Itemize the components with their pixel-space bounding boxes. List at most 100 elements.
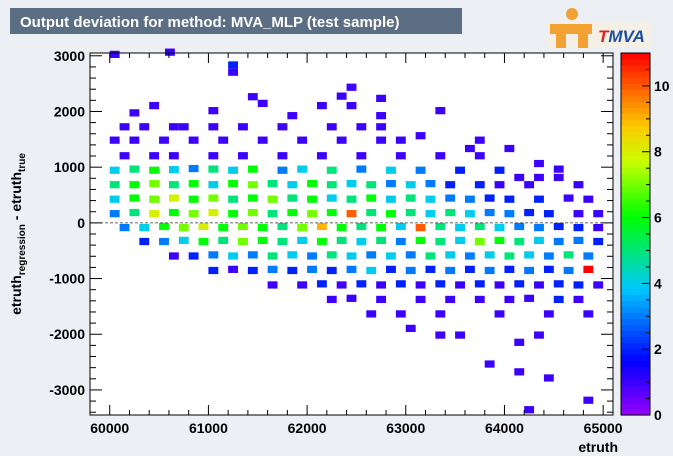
color-scale-segment	[621, 384, 650, 392]
heatmap-cell	[435, 222, 446, 231]
heatmap-cell	[583, 265, 594, 273]
heatmap-cell	[405, 324, 416, 333]
heatmap-cell	[228, 166, 239, 174]
heatmap-cell	[474, 280, 485, 288]
color-scale-segment	[621, 149, 650, 157]
heatmap-cell	[534, 195, 544, 203]
heatmap-cell	[455, 166, 465, 174]
heatmap-cell	[514, 280, 525, 288]
color-scale-segment	[621, 396, 650, 404]
heatmap-cell	[326, 208, 337, 217]
heatmap-cell	[415, 166, 426, 174]
heatmap-cell	[543, 252, 554, 260]
heatmap-cell	[514, 222, 525, 231]
x-tick-label: 62000	[288, 420, 327, 436]
heatmap-cell	[425, 210, 436, 218]
heatmap-cell	[277, 152, 288, 160]
heatmap-cell	[593, 210, 604, 218]
heatmap-cell	[356, 280, 367, 288]
color-scale-segment	[621, 360, 650, 368]
heatmap-cell	[297, 165, 308, 173]
heatmap-cell	[534, 281, 544, 289]
heatmap-cell	[257, 236, 268, 245]
heatmap-cell	[149, 166, 160, 174]
heatmap-cell	[188, 195, 199, 203]
heatmap-cell	[445, 194, 456, 202]
heatmap-cell	[356, 123, 367, 131]
heatmap-cell	[228, 210, 239, 218]
heatmap-cell	[139, 123, 150, 131]
heatmap-cell	[307, 252, 317, 260]
heatmap-cell	[208, 266, 219, 275]
heatmap-cell	[573, 181, 584, 189]
y-tick-label: 2000	[54, 103, 85, 119]
heatmap-cell	[208, 165, 219, 173]
x-tick-label: 64000	[485, 420, 524, 436]
y-tick-label: 0	[77, 215, 85, 231]
heatmap-cell	[178, 236, 189, 245]
heatmap-cell	[247, 165, 258, 173]
y-tick-label: -1000	[49, 271, 85, 287]
color-scale-segment	[621, 221, 650, 229]
x-tick-label: 65000	[584, 420, 623, 436]
heatmap-cell	[524, 208, 535, 217]
heatmap-cell	[188, 164, 199, 173]
color-scale-segment	[621, 390, 650, 398]
color-scale-segment	[621, 131, 650, 139]
heatmap-cell	[494, 166, 505, 174]
heatmap-cell	[257, 223, 268, 232]
color-scale-segment	[621, 252, 650, 259]
heatmap-cell	[149, 195, 160, 203]
heatmap-cell	[484, 266, 495, 275]
color-scale-segment	[621, 227, 650, 235]
heatmap-cell	[553, 237, 564, 246]
heatmap-cell	[583, 252, 594, 260]
heatmap-cell	[445, 208, 456, 217]
color-scale-segment	[621, 234, 650, 241]
heatmap-cell	[247, 251, 258, 259]
heatmap-cell	[168, 208, 179, 217]
color-scale-segment	[621, 372, 650, 380]
heatmap-cell	[129, 194, 140, 202]
color-scale-segment	[621, 258, 650, 265]
color-scale-segment	[621, 203, 650, 211]
heatmap-cell	[346, 294, 357, 302]
y-axis-label-middle: - etruth	[8, 172, 24, 224]
y-axis-ticks: 3000 2000 1000 0 -1000 -2000 -3000	[49, 48, 613, 413]
color-scale-segment	[621, 270, 650, 277]
heatmap-cell	[228, 61, 239, 69]
heatmap-cell	[297, 136, 308, 144]
heatmap-cell	[553, 280, 564, 288]
color-scale-segment	[621, 89, 650, 96]
heatmap-cell	[593, 237, 604, 246]
color-scale-segment	[621, 402, 650, 410]
color-scale-segment	[621, 246, 650, 253]
heatmap-cell	[405, 251, 416, 259]
heatmap-cell	[316, 280, 327, 288]
heatmap-cell	[474, 222, 485, 231]
x-tick-label: 60000	[90, 420, 129, 436]
heatmap-cell	[553, 173, 564, 182]
color-scale-segment	[621, 71, 650, 78]
color-scale-segment	[621, 119, 650, 126]
heatmap-cell	[553, 222, 564, 231]
heatmap-cell	[188, 252, 199, 260]
heatmap-cell	[435, 280, 446, 288]
tmva-logo: TMVA	[548, 8, 652, 48]
heatmap-cell	[277, 166, 288, 174]
heatmap-cell	[376, 112, 387, 120]
heatmap-cell	[583, 310, 594, 318]
heatmap-cell	[514, 173, 525, 182]
color-scale-segment	[621, 185, 650, 193]
heatmap-cell	[119, 152, 130, 160]
color-scale-ticks: 0 2 4 6 8 10	[642, 52, 670, 423]
heatmap-cell	[129, 208, 140, 217]
heatmap-cell	[573, 223, 584, 232]
heatmap-cell	[395, 237, 406, 246]
heatmap-cell	[336, 281, 347, 289]
color-scale-segment	[621, 113, 650, 120]
heatmap-cell	[455, 331, 465, 339]
logo-figure-arms-icon	[550, 24, 592, 34]
heatmap-cell	[316, 152, 327, 160]
heatmap-cell	[208, 152, 219, 160]
